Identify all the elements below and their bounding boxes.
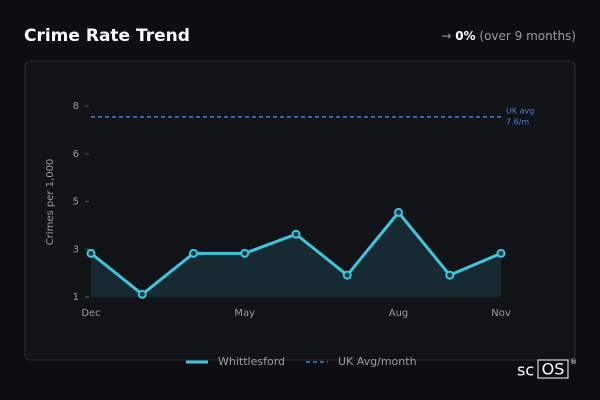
y-tick-label: 3 [73,244,79,255]
chart-title: Crime Rate Trend [24,26,190,46]
change-value: 0% [455,29,475,43]
x-tick-label: Dec [81,308,100,319]
y-tick-label: 5 [73,197,79,208]
point [137,289,147,299]
x-tick-label: May [234,308,255,319]
change-period: (over 9 months) [479,29,576,43]
legend-label: UK Avg/month [338,355,417,368]
brand-mark: ® [570,358,577,366]
y-tick-label: 1 [73,292,79,303]
y-tick-label: 8 [73,101,79,112]
point [394,207,403,217]
legend: Whittlesford UK Avg/month [186,355,417,368]
legend-label: Whittlesford [218,355,285,368]
brand-box [537,359,569,379]
reference-value-label: 7.6/m [506,117,529,126]
brand-box-text: OS [542,360,565,379]
reference-label: UK avg [506,106,534,115]
area [91,212,501,297]
y-tick-label: 6 [73,149,79,160]
brand: sc OS ® [517,358,577,380]
change-summary: → 0% (over 9 months) [441,29,576,43]
x-tick-label: Nov [491,308,511,319]
change-arrow: → [441,29,451,43]
point [496,248,506,258]
chart-panel [24,60,576,361]
point [189,248,198,258]
point [445,270,455,280]
point [291,229,301,239]
point [342,270,352,280]
point [86,248,96,258]
brand-text: sc [517,361,534,380]
y-axis-label: Crimes per 1,000 [45,159,56,246]
x-tick-label: Aug [389,308,409,319]
point [240,248,250,258]
